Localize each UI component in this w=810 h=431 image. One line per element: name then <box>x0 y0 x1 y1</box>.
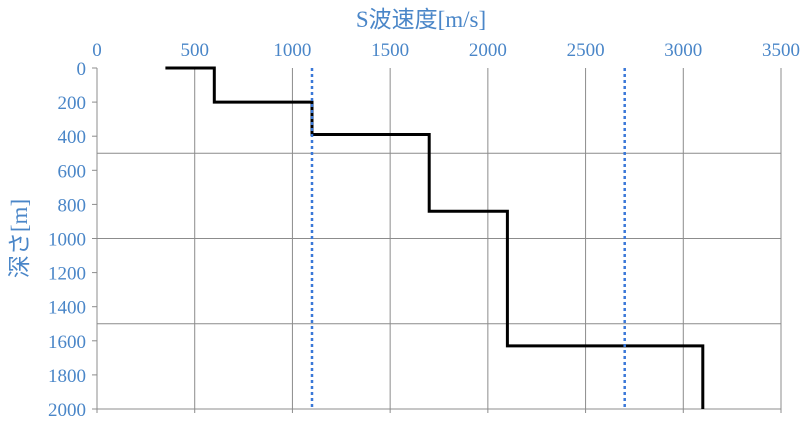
x-axis-title: S波速度[m/s] <box>356 7 486 32</box>
y-tick-label: 1000 <box>48 230 86 251</box>
x-tick-label: 500 <box>180 40 209 61</box>
x-tick-label: 2500 <box>567 40 605 61</box>
x-tick-label: 1500 <box>371 40 409 61</box>
x-tick-label: 3000 <box>664 40 702 61</box>
y-tick-label: 200 <box>58 93 87 114</box>
grid-layer <box>97 68 782 409</box>
label-layer: 0 500 1000 1500 2000 2500 3000 3500 0 200 400 600 80… <box>7 7 800 421</box>
y-tick-label: 0 <box>77 59 87 80</box>
y-tick-label: 1200 <box>48 264 86 285</box>
y-tick-label: 800 <box>58 195 87 216</box>
velocity-profile-line <box>165 66 705 409</box>
y-tick-label: 400 <box>58 127 87 148</box>
x-tick-label: 3500 <box>762 40 800 61</box>
y-tick-label: 1800 <box>48 366 86 387</box>
axis-layer <box>92 67 782 413</box>
x-tick-label: 2000 <box>469 40 507 61</box>
y-tick-label: 1400 <box>48 298 86 319</box>
y-tick-label: 2000 <box>48 400 86 421</box>
x-tick-label: 1000 <box>273 40 311 61</box>
y-tick-label: 1600 <box>48 332 86 353</box>
y-axis-title: 深さ[m] <box>7 199 32 278</box>
y-tick-label: 600 <box>58 161 87 182</box>
x-tick-label: 0 <box>92 40 102 61</box>
series-layer <box>165 66 705 409</box>
